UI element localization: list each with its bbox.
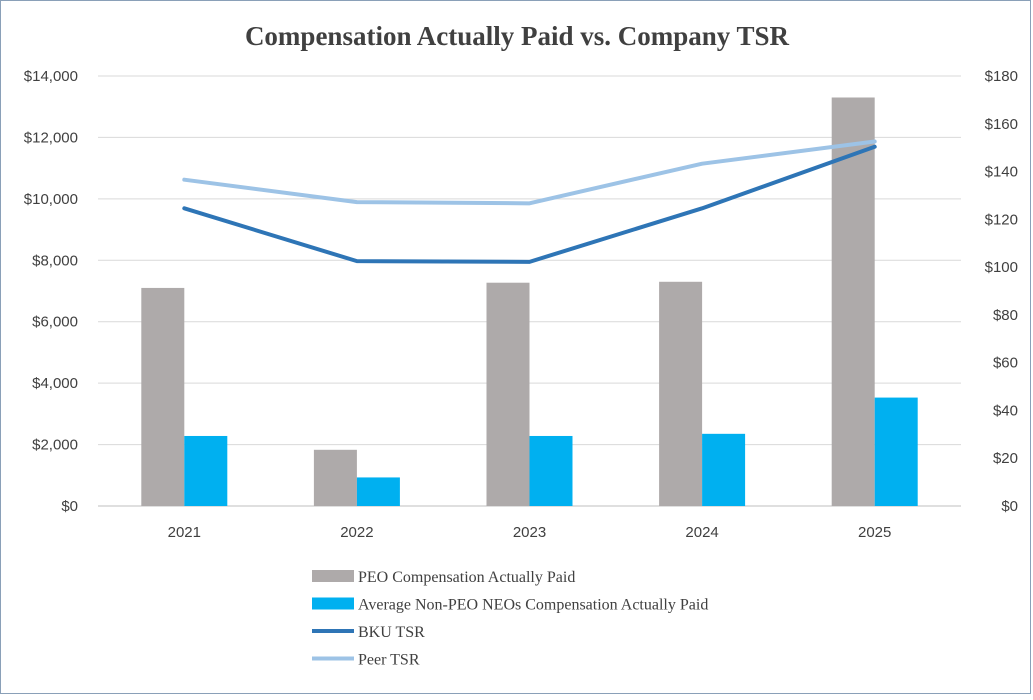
- series-line: [182, 144, 877, 264]
- right-tick-label: $80: [993, 307, 1018, 324]
- bar: [702, 433, 746, 506]
- right-tick-label: $140: [985, 164, 1018, 181]
- tsr-lines: [182, 139, 877, 264]
- left-tick-label: $6,000: [32, 314, 78, 331]
- legend-swatch: [312, 570, 354, 582]
- right-axis-ticks: $0 $20 $40 $60 $80 $100 $120 $140 $160 $180: [985, 68, 1018, 515]
- bar: [184, 435, 228, 506]
- bar: [874, 397, 918, 506]
- left-tick-label: $4,000: [32, 375, 78, 392]
- bar: [529, 435, 573, 506]
- legend-label: Average Non-PEO NEOs Compensation Actual…: [358, 597, 708, 614]
- right-tick-label: $60: [993, 355, 1018, 372]
- x-tick-label: 2021: [168, 524, 201, 541]
- left-tick-label: $12,000: [24, 129, 78, 146]
- right-tick-label: $0: [1001, 498, 1018, 515]
- x-tick-label: 2024: [685, 524, 718, 541]
- x-tick-label: 2025: [858, 524, 891, 541]
- legend-label: BKU TSR: [358, 624, 425, 641]
- bars: [141, 97, 918, 506]
- x-tick-label: 2023: [513, 524, 546, 541]
- bar: [659, 281, 703, 506]
- right-tick-label: $120: [985, 211, 1018, 228]
- left-axis-ticks: $0 $2,000 $4,000 $6,000 $8,000 $10,000 $12,000…: [24, 68, 78, 515]
- right-tick-label: $100: [985, 259, 1018, 276]
- x-axis-ticks: 2021 2022 2023 2024 2025: [168, 524, 892, 541]
- right-tick-label: $20: [993, 450, 1018, 467]
- legend-swatch: [312, 597, 354, 610]
- legend: PEO Compensation Actually Paid Average No…: [312, 569, 708, 669]
- right-tick-label: $160: [985, 116, 1018, 133]
- left-tick-label: $2,000: [32, 437, 78, 454]
- series-line: [182, 139, 877, 206]
- bar: [486, 282, 530, 506]
- left-tick-label: $8,000: [32, 252, 78, 269]
- bar: [356, 477, 400, 506]
- bar: [313, 449, 357, 506]
- bar: [141, 287, 185, 506]
- legend-label: PEO Compensation Actually Paid: [358, 569, 575, 586]
- legend-label: Peer TSR: [358, 652, 420, 669]
- left-tick-label: $0: [61, 498, 78, 515]
- left-tick-label: $10,000: [24, 191, 78, 208]
- chart-title: Compensation Actually Paid vs. Company T…: [245, 21, 790, 51]
- right-tick-label: $40: [993, 402, 1018, 419]
- right-tick-label: $180: [985, 68, 1018, 85]
- bar: [831, 97, 875, 506]
- left-tick-label: $14,000: [24, 68, 78, 85]
- x-tick-label: 2022: [340, 524, 373, 541]
